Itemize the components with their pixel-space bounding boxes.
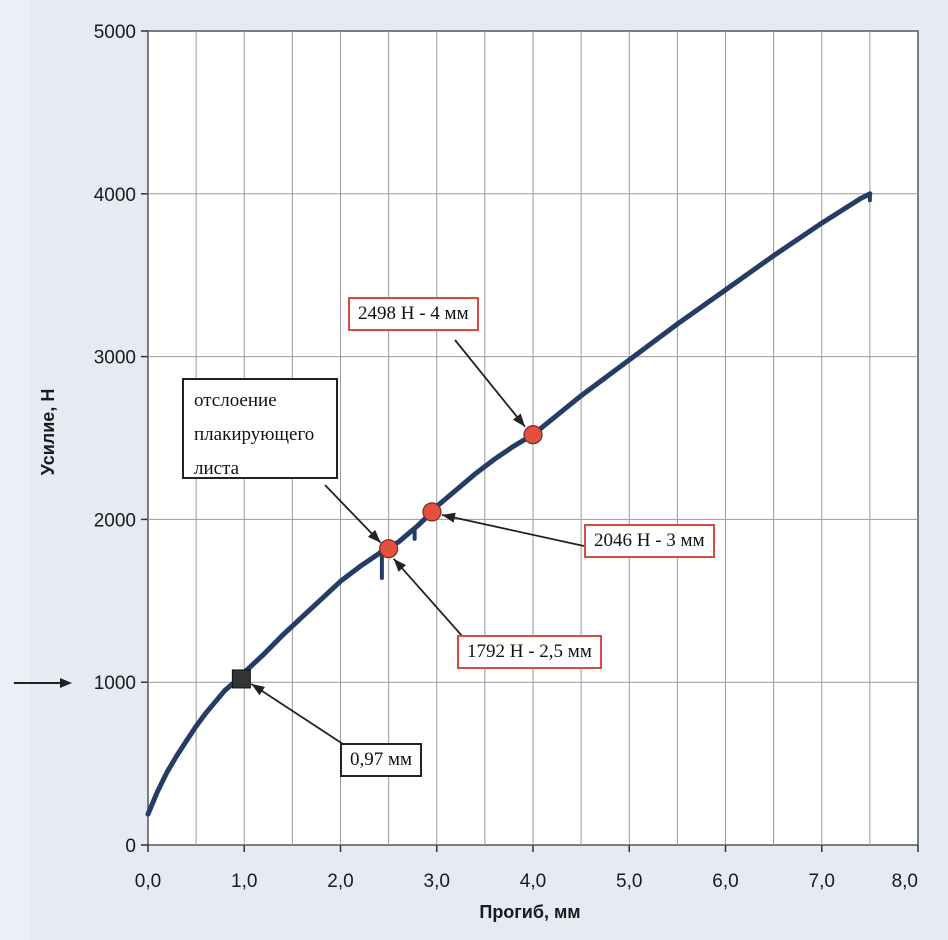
arrow-head <box>368 529 381 543</box>
x-tick-label: 2,0 <box>327 871 353 892</box>
marker-square <box>231 669 251 689</box>
x-tick-label: 4,0 <box>520 871 546 892</box>
y-tick-label: 0 <box>125 836 136 857</box>
marker-circle <box>422 502 442 522</box>
side-arrow <box>14 678 72 688</box>
arrow-line <box>250 683 347 747</box>
grid <box>148 31 918 845</box>
y-tick-label: 4000 <box>94 185 136 206</box>
arrow-line <box>392 558 464 638</box>
annotation-4mm: 2498 Н - 4 мм <box>348 297 479 331</box>
y-axis-title: Усилие, Н <box>38 389 58 476</box>
x-axis: 0,0 1,0 2,0 3,0 4,0 5,0 6,0 7,0 8,0 <box>135 845 919 892</box>
x-tick-label: 1,0 <box>231 871 257 892</box>
arrow-line <box>441 514 585 547</box>
arrow-line <box>454 339 526 428</box>
annotation-delamination: отслоение плакирующего листа <box>182 378 338 479</box>
arrow-head <box>251 683 265 696</box>
x-axis-title: Прогиб, мм <box>479 902 580 922</box>
marker-circle <box>523 425 543 445</box>
arrow-line <box>324 484 382 544</box>
markers <box>231 425 543 689</box>
y-axis: 0 1000 2000 3000 4000 5000 <box>94 22 148 857</box>
y-tick-label: 3000 <box>94 348 136 369</box>
x-tick-label: 0,0 <box>135 871 161 892</box>
annotation-2-5mm: 1792 Н - 2,5 мм <box>457 635 602 669</box>
annotation-3mm: 2046 Н - 3 мм <box>584 524 715 558</box>
arrow-head <box>441 512 456 523</box>
y-tick-label: 2000 <box>94 510 136 531</box>
marker-circle <box>379 539 399 559</box>
y-tick-label: 1000 <box>94 673 136 694</box>
arrow-head <box>512 413 525 427</box>
annotation-arrows <box>250 339 585 747</box>
y-tick-label: 5000 <box>94 22 136 43</box>
arrow-head <box>393 558 406 572</box>
x-tick-label: 5,0 <box>616 871 642 892</box>
curve-dips <box>379 191 872 581</box>
annotation-0-97mm: 0,97 мм <box>340 743 423 777</box>
x-tick-label: 7,0 <box>809 871 835 892</box>
x-tick-label: 8,0 <box>892 871 918 892</box>
x-tick-label: 3,0 <box>424 871 450 892</box>
x-tick-label: 6,0 <box>712 871 738 892</box>
